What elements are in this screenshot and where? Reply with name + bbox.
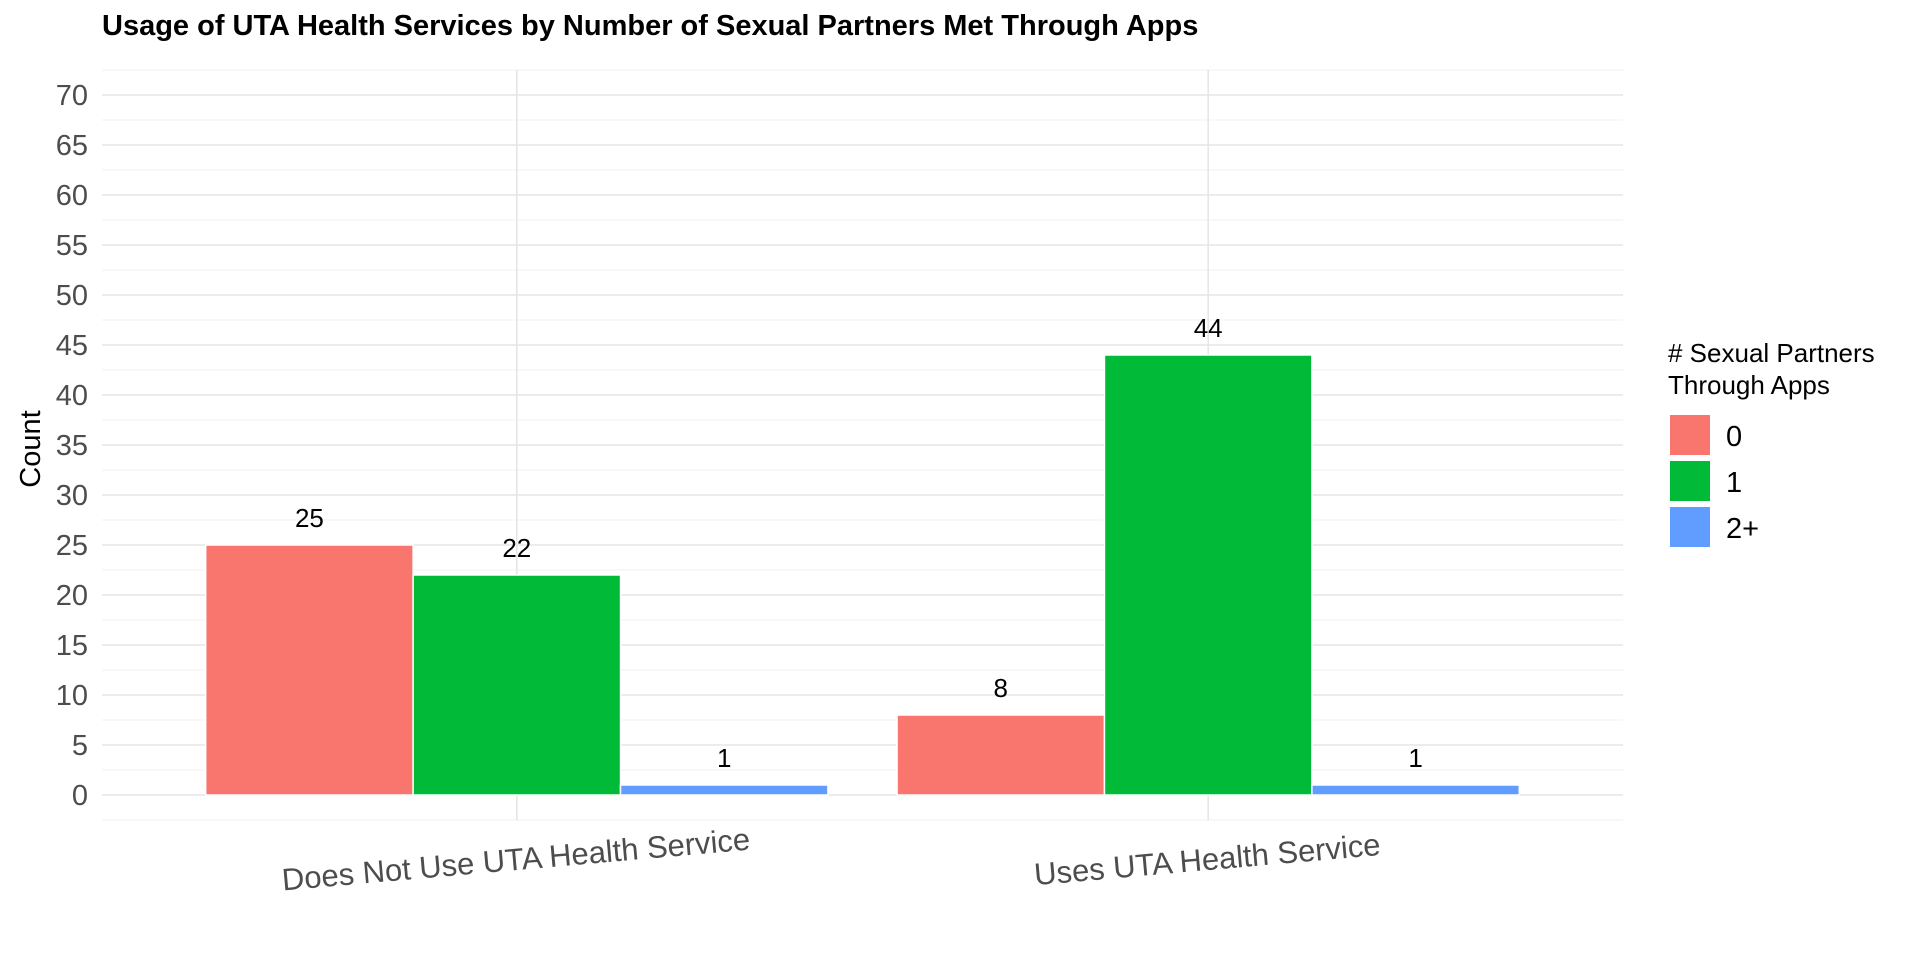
- bar-value-label: 1: [1408, 743, 1422, 773]
- bar: [619, 784, 829, 796]
- bar-value-label: 22: [502, 533, 531, 563]
- legend-entry-label: 2+: [1726, 513, 1759, 545]
- y-tick-label: 65: [56, 130, 88, 162]
- legend-entry-label: 0: [1726, 421, 1742, 453]
- bars: [204, 354, 1521, 796]
- bar: [204, 544, 414, 796]
- y-tick-label: 25: [56, 530, 88, 562]
- y-tick-label: 45: [56, 330, 88, 362]
- y-tick-label: 15: [56, 630, 88, 662]
- y-tick-label: 5: [72, 730, 88, 762]
- data-labels: 25 8 22 44 1 1: [295, 313, 1423, 773]
- y-axis-ticks: 0 5 10 15 20 25 30 35 40 45 50 55 60 65 70: [56, 80, 88, 812]
- bar-value-label: 25: [295, 503, 324, 533]
- legend-swatch: [1670, 415, 1710, 455]
- bar-value-label: 44: [1194, 313, 1223, 343]
- bar-value-label: 8: [994, 673, 1008, 703]
- legend: # Sexual Partners Through Apps 0 1 2+: [1668, 338, 1875, 547]
- y-tick-label: 20: [56, 580, 88, 612]
- legend-title: # Sexual Partners: [1668, 338, 1875, 368]
- y-tick-label: 30: [56, 480, 88, 512]
- legend-swatch: [1670, 461, 1710, 501]
- y-tick-label: 40: [56, 380, 88, 412]
- y-tick-label: 60: [56, 180, 88, 212]
- legend-title: Through Apps: [1668, 370, 1830, 400]
- bar-value-label: 1: [717, 743, 731, 773]
- bar: [1311, 784, 1521, 796]
- bar: [896, 714, 1106, 796]
- y-tick-label: 10: [56, 680, 88, 712]
- y-tick-label: 55: [56, 230, 88, 262]
- y-tick-label: 35: [56, 430, 88, 462]
- x-tick-label: Uses UTA Health Service: [1033, 827, 1382, 892]
- x-axis-ticks: Does Not Use UTA Health Service Uses UTA …: [280, 822, 1381, 898]
- bar: [412, 574, 622, 796]
- chart-title: Usage of UTA Health Services by Number o…: [102, 10, 1199, 42]
- legend-entry-label: 1: [1726, 467, 1742, 499]
- y-tick-label: 0: [72, 780, 88, 812]
- x-tick-label: Does Not Use UTA Health Service: [280, 822, 751, 898]
- legend-swatch: [1670, 507, 1710, 547]
- y-tick-label: 70: [56, 80, 88, 112]
- y-axis-title: Count: [15, 410, 47, 487]
- y-tick-label: 50: [56, 280, 88, 312]
- bar: [1103, 354, 1313, 796]
